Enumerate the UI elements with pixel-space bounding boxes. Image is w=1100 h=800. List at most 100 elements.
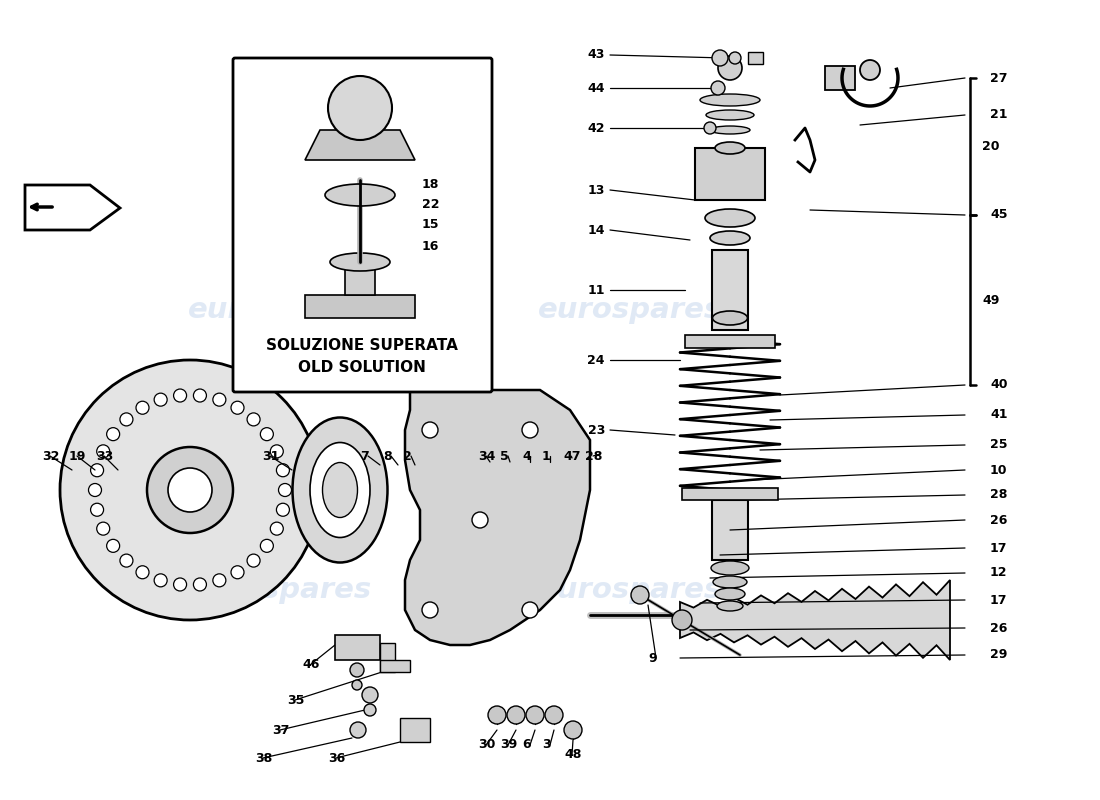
Circle shape [88,483,101,497]
Ellipse shape [713,311,748,325]
Circle shape [350,722,366,738]
Circle shape [672,610,692,630]
Circle shape [276,503,289,516]
Text: 11: 11 [587,283,605,297]
Polygon shape [25,185,120,230]
Circle shape [364,704,376,716]
Ellipse shape [715,142,745,154]
FancyBboxPatch shape [233,58,492,392]
Text: 8: 8 [383,450,392,462]
Ellipse shape [293,418,387,562]
Text: 29: 29 [990,649,1008,662]
Polygon shape [305,130,415,160]
Circle shape [544,706,563,724]
Circle shape [248,554,260,567]
Text: 4: 4 [522,450,530,462]
Ellipse shape [713,576,747,588]
Circle shape [154,393,167,406]
Text: 25: 25 [990,438,1008,451]
Ellipse shape [710,231,750,245]
Text: 26: 26 [990,622,1008,634]
Ellipse shape [717,601,743,611]
Text: 13: 13 [587,183,605,197]
Polygon shape [336,635,380,660]
Text: 10: 10 [990,463,1008,477]
Text: 38: 38 [255,751,273,765]
Text: 34: 34 [478,450,495,462]
Text: 45: 45 [990,209,1008,222]
Ellipse shape [711,561,749,575]
Polygon shape [305,295,415,318]
Text: 5: 5 [500,450,508,462]
Polygon shape [685,335,775,348]
Circle shape [90,464,103,477]
Circle shape [174,578,187,591]
Circle shape [194,578,207,591]
Text: 35: 35 [287,694,305,706]
Ellipse shape [715,588,745,600]
Circle shape [194,389,207,402]
Text: 15: 15 [422,218,440,231]
Circle shape [107,539,120,552]
Polygon shape [748,52,763,64]
Text: 20: 20 [982,141,1000,154]
Ellipse shape [710,126,750,134]
Text: 39: 39 [500,738,517,751]
Circle shape [60,360,320,620]
Circle shape [120,554,133,567]
Text: 2: 2 [403,450,411,462]
Text: 28: 28 [585,450,603,462]
Ellipse shape [310,442,370,538]
Circle shape [472,512,488,528]
Text: 37: 37 [272,723,289,737]
Circle shape [261,428,274,441]
Circle shape [136,402,149,414]
Circle shape [248,413,260,426]
Circle shape [704,122,716,134]
Text: OLD SOLUTION: OLD SOLUTION [298,361,426,375]
Text: 49: 49 [982,294,1000,306]
Polygon shape [712,250,748,330]
Text: 27: 27 [990,71,1008,85]
Text: 48: 48 [564,749,582,762]
Text: 14: 14 [587,223,605,237]
Text: 44: 44 [587,82,605,94]
Ellipse shape [330,253,390,271]
Text: eurospares: eurospares [538,576,722,604]
Polygon shape [400,718,430,742]
Circle shape [522,602,538,618]
Text: 30: 30 [478,738,495,751]
Circle shape [278,483,292,497]
Circle shape [107,428,120,441]
Circle shape [352,680,362,690]
Circle shape [488,706,506,724]
Ellipse shape [324,184,395,206]
Circle shape [136,566,149,578]
Circle shape [271,445,284,458]
Ellipse shape [706,110,754,120]
Text: 22: 22 [422,198,440,211]
Circle shape [564,721,582,739]
Circle shape [147,447,233,533]
Circle shape [507,706,525,724]
Text: 17: 17 [990,594,1008,606]
Text: 41: 41 [990,409,1008,422]
Text: 26: 26 [990,514,1008,526]
Text: 16: 16 [422,241,439,254]
Text: SOLUZIONE SUPERATA: SOLUZIONE SUPERATA [266,338,458,353]
Ellipse shape [705,209,755,227]
Text: 12: 12 [990,566,1008,579]
Circle shape [97,445,110,458]
Polygon shape [379,643,395,672]
Text: 1: 1 [542,450,551,462]
Text: 17: 17 [990,542,1008,554]
Circle shape [522,422,538,438]
Circle shape [174,389,187,402]
Circle shape [154,574,167,587]
Circle shape [213,574,226,587]
Text: 47: 47 [563,450,581,462]
Text: eurospares: eurospares [538,296,722,324]
Text: 31: 31 [262,450,279,462]
Circle shape [90,503,103,516]
Text: 40: 40 [990,378,1008,391]
